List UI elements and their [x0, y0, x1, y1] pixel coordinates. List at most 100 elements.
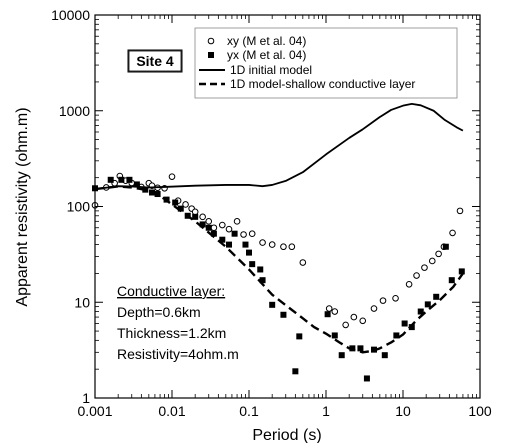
yx-point [442, 243, 449, 250]
x-tick-label: 0.001 [77, 403, 112, 419]
yx-point [118, 176, 125, 183]
xy-point [280, 243, 287, 251]
yx-point [408, 324, 415, 331]
xy-point [413, 272, 420, 279]
yx-point [424, 301, 431, 308]
yx-point [393, 332, 400, 339]
xy-point [421, 264, 428, 271]
xy-point [428, 257, 436, 265]
yx-point [107, 176, 114, 183]
yx-point [133, 181, 140, 188]
axes: 0.001 0.01 0.1 1 10 100 1 10 100 1000 10000 [51, 7, 492, 419]
xy-point [205, 218, 213, 225]
yx-point [269, 301, 276, 308]
yx-point [417, 308, 424, 315]
legend-marker-yx [208, 52, 214, 58]
yx-point [192, 213, 199, 220]
yx-point [249, 261, 256, 268]
yx-point [381, 352, 388, 359]
yx-point [172, 199, 179, 206]
legend-label-yx: yx (M et al. 04) [227, 48, 306, 62]
yx-point [199, 221, 206, 228]
yx-point [257, 266, 264, 273]
yx-point [331, 332, 338, 339]
xy-point [199, 213, 206, 221]
yx-point [126, 176, 133, 183]
y-tick-label: 1000 [59, 103, 90, 119]
legend: xy (M et al. 04) yx (M et al. 04) 1D ini… [194, 27, 458, 99]
yx-point [363, 375, 370, 382]
xy-point [449, 229, 456, 237]
xy-point [325, 305, 333, 312]
x-tick-label: 1 [322, 403, 330, 419]
x-tick-label: 100 [468, 403, 492, 419]
xy-point [191, 208, 199, 216]
legend-label-conductive: 1D model-shallow conductive layer [230, 77, 415, 91]
xy-point [288, 243, 296, 251]
x-axis-label: Period (s) [252, 427, 321, 443]
xy-point [379, 297, 387, 304]
x-tick-label: 10 [395, 403, 411, 419]
yx-point [231, 230, 238, 237]
data-marks [91, 102, 465, 382]
legend-marker-xy [207, 37, 215, 45]
xy-point [182, 201, 189, 208]
xy-point [240, 231, 247, 238]
annotation-title: Conductive layer: [117, 283, 225, 299]
xy-point [456, 207, 464, 215]
yx-point [219, 236, 226, 243]
yx-point [242, 241, 249, 248]
yx-point [324, 311, 331, 318]
yx-point [357, 345, 364, 352]
y-tick-label: 100 [67, 199, 91, 215]
yx-point [433, 293, 440, 300]
yx-point [458, 268, 465, 275]
y-tick-label: 10000 [51, 7, 90, 23]
xy-point [218, 221, 226, 229]
xy-point [248, 230, 256, 237]
xy-point [350, 313, 358, 321]
yx-point [448, 277, 455, 284]
yx-point [296, 333, 303, 340]
yx-point [226, 241, 233, 248]
site-label: Site 4 [127, 49, 183, 73]
annotation-depth: Depth=0.6km [117, 304, 201, 320]
yx-point [177, 205, 184, 212]
y-tick-label: 1 [82, 390, 90, 406]
xy-point [392, 294, 399, 302]
xy-point [331, 308, 339, 315]
yx-point [292, 368, 299, 375]
annotation-resistivity: Resistivity=4ohm.m [117, 346, 239, 362]
series-line-2 [94, 102, 464, 190]
annotation-block: Conductive layer: Depth=0.6km Thickness=… [117, 283, 239, 362]
x-tick-label: 0.01 [158, 403, 185, 419]
yx-point [259, 277, 266, 284]
y-tick-label: 10 [74, 294, 90, 310]
xy-point [268, 241, 276, 248]
xy-point [168, 173, 176, 180]
xy-point [259, 239, 266, 246]
xy-point [405, 280, 413, 288]
yx-point [401, 320, 408, 327]
annotation-thickness: Thickness=1.2km [117, 325, 226, 341]
series-line-3 [94, 185, 464, 354]
xy-point [370, 305, 378, 312]
site-label-text: Site 4 [136, 53, 174, 69]
xy-point [299, 259, 307, 266]
xy-point [342, 321, 349, 329]
yx-point [246, 249, 252, 256]
xy-point [210, 224, 218, 232]
xy-point [435, 250, 442, 258]
yx-point [210, 230, 217, 237]
xy-point [225, 225, 233, 233]
xy-point [233, 218, 241, 225]
legend-label-initial: 1D initial model [230, 63, 312, 77]
yx-point [205, 224, 212, 231]
y-axis-label: Apparent resistivity (ohm.m) [14, 107, 31, 306]
yx-point [338, 352, 345, 359]
yx-point [280, 311, 287, 318]
xy-point [359, 317, 367, 325]
x-tick-label: 0.1 [239, 403, 259, 419]
legend-label-xy: xy (M et al. 04) [227, 34, 306, 48]
